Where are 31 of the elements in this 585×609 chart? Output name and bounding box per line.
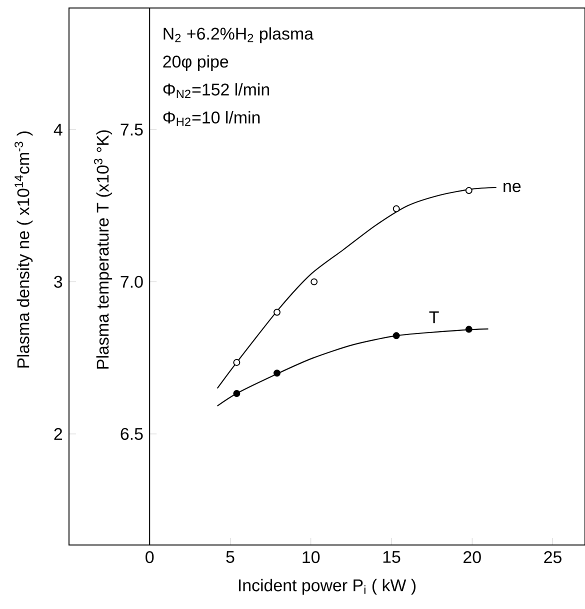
y-tick-label: 4 — [54, 124, 62, 136]
x-tick-label: 25 — [544, 551, 562, 564]
annotation: Φ$_{N2}$=152 l/min — [163, 83, 270, 98]
point — [465, 187, 472, 194]
y2-axis-title: Plasma temperature T (x10$^{3}$ °K) — [94, 130, 112, 369]
point — [392, 205, 400, 212]
y-tick-label: 2 — [54, 428, 62, 440]
series-label: T — [429, 311, 439, 324]
y-tick-label: 3 — [54, 276, 62, 288]
point — [274, 308, 281, 316]
x-tick-label: 10 — [302, 551, 320, 564]
series-label: ne — [504, 182, 521, 192]
x-tick-label: 0 — [146, 551, 154, 564]
y-axis-title: Plasma density ne ( x10$^{14}$cm$^{-3}$ ) — [14, 131, 33, 368]
y2-tick-label: 7.5 — [120, 124, 143, 136]
x-tick-label: 5 — [226, 551, 234, 563]
annotation: N$_{2}$ +6.2%H$_{2}$ plasma — [164, 27, 314, 44]
point — [274, 370, 281, 377]
x-tick-label: 20 — [464, 551, 481, 564]
y2-tick-label: 7.0 — [120, 276, 143, 288]
x-axis-title: Incident power P$_{i}$ ( kW ) — [238, 578, 416, 595]
point — [392, 332, 400, 340]
point — [233, 358, 240, 366]
point — [233, 390, 240, 397]
line-series — [216, 186, 497, 389]
annotation: 20φ pipe — [163, 55, 228, 71]
y2-tick-label: 6.5 — [120, 428, 143, 440]
x-tick-label: 15 — [383, 551, 400, 563]
point — [310, 278, 318, 286]
annotation: Φ$_{H2}$=10 l/min — [163, 111, 260, 126]
point — [465, 326, 472, 333]
